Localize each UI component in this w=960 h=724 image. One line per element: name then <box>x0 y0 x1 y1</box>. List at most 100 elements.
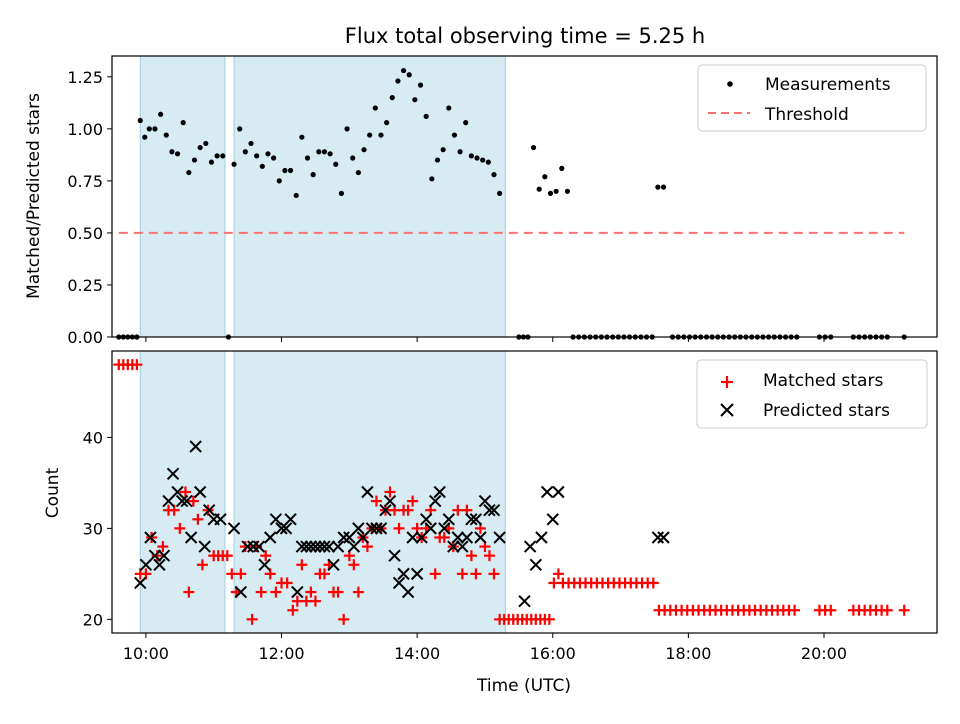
x-tick-label: 10:00 <box>123 644 169 663</box>
predicted-stars-point <box>304 540 318 553</box>
predicted-stars-point <box>388 549 401 562</box>
matched-stars-point <box>296 559 308 571</box>
measurements-point <box>214 153 220 159</box>
predicted-stars-point <box>546 513 559 526</box>
predicted-stars-point <box>535 531 548 544</box>
measurements-point <box>660 184 667 190</box>
measurements-point <box>553 188 559 194</box>
predicted-stars-point <box>148 549 162 562</box>
measurements-point <box>169 149 175 155</box>
measurements-point <box>321 149 328 155</box>
matched-stars-point <box>352 586 364 598</box>
predicted-stars-point <box>379 503 392 517</box>
bottom-legend: Matched stars Predicted stars <box>696 359 928 429</box>
bottom-legend-box <box>696 359 928 429</box>
predicted-stars-point <box>157 549 171 562</box>
measurements-point <box>491 172 497 178</box>
matched-stars-point <box>332 586 344 598</box>
measurements-point <box>547 190 554 196</box>
matched-stars-point <box>338 613 350 625</box>
bottom-y-ticks: 20 30 40 <box>83 428 112 629</box>
predicted-stars-point <box>433 485 446 499</box>
measurements-point <box>276 178 282 184</box>
measurements-point <box>542 174 548 180</box>
matched-stars-point <box>157 541 169 553</box>
predicted-stars-point <box>483 503 496 517</box>
measurements-point <box>248 140 254 147</box>
predicted-stars-point <box>401 585 415 599</box>
predicted-stars-point <box>474 531 487 544</box>
top-observing-intervals <box>139 55 506 338</box>
bottom-x-ticks: 10:00 12:00 14:00 16:00 18:00 20:00 <box>123 633 847 663</box>
measurements-point <box>440 147 446 153</box>
matched-stars-point <box>221 550 233 562</box>
matched-stars-point <box>281 577 293 589</box>
predicted-stars-point <box>202 503 216 517</box>
predicted-stars-point <box>295 540 309 553</box>
measurements-point <box>468 153 474 159</box>
predicted-stars-point <box>134 576 147 590</box>
matched-stars-point <box>384 486 396 498</box>
predicted-stars-point <box>424 522 437 535</box>
y-tick-label: 1.25 <box>67 68 103 87</box>
measurements-point <box>474 155 480 161</box>
measurements-point <box>423 113 429 119</box>
bottom-plot-marks <box>113 359 910 625</box>
measurements-point <box>142 134 148 140</box>
measurements-point <box>242 149 248 155</box>
predicted-stars-point <box>447 540 460 553</box>
predicted-stars-point <box>397 567 410 581</box>
measurements-point <box>457 149 463 155</box>
measurements-point <box>350 155 356 161</box>
measurements-point <box>287 167 294 174</box>
measurements-point <box>254 153 260 159</box>
x-tick-label: 18:00 <box>665 644 711 663</box>
predicted-stars-point <box>198 540 211 553</box>
matched-stars-point <box>881 604 893 616</box>
predicted-stars-point <box>327 558 340 571</box>
measurements-point <box>384 120 390 126</box>
y-tick-label: 40 <box>83 428 103 447</box>
measurements-point <box>344 126 350 132</box>
measurements-point <box>338 190 345 196</box>
predicted-stars-point <box>180 494 193 508</box>
predicted-stars-point <box>258 558 271 571</box>
measurements-point <box>530 144 537 151</box>
measurements-point <box>186 169 192 176</box>
predicted-stars-point <box>284 513 297 526</box>
predicted-stars-point <box>175 494 189 508</box>
matched-stars-point <box>483 550 495 562</box>
matched-stars-point <box>465 550 477 562</box>
predicted-stars-point <box>469 513 483 526</box>
predicted-stars-point <box>227 522 241 535</box>
matched-stars-point <box>552 568 564 580</box>
measurements-point <box>361 147 367 153</box>
predicted-stars-point <box>234 585 248 599</box>
matched-stars-point <box>287 604 299 616</box>
predicted-stars-point <box>410 567 424 581</box>
measurements-point <box>203 140 209 147</box>
matched-stars-point <box>140 568 152 580</box>
predicted-stars-point <box>465 513 478 526</box>
matched-stars-point <box>647 577 659 589</box>
measurements-point <box>333 161 339 167</box>
matched-stars-point <box>235 568 247 580</box>
predicted-stars-point <box>309 540 322 553</box>
legend-threshold-label: Threshold <box>764 105 849 125</box>
matched-stars-point <box>789 604 801 616</box>
measurements-point <box>231 161 237 167</box>
predicted-stars-point <box>374 522 388 535</box>
predicted-stars-point <box>456 540 469 553</box>
top-legend-box <box>697 64 927 132</box>
matched-stars-point <box>348 559 360 571</box>
top-y-ticks: 0.00 0.25 0.50 0.75 1.00 1.25 <box>67 68 112 347</box>
measurements-point <box>412 97 418 103</box>
matched-stars-point <box>393 522 405 534</box>
measurements-point <box>152 126 158 132</box>
predicted-stars-point <box>337 531 350 544</box>
matched-stars-point <box>898 604 910 616</box>
observing-interval-1 <box>233 55 506 338</box>
matched-stars-point <box>402 504 414 516</box>
matched-stars-point <box>305 586 317 598</box>
